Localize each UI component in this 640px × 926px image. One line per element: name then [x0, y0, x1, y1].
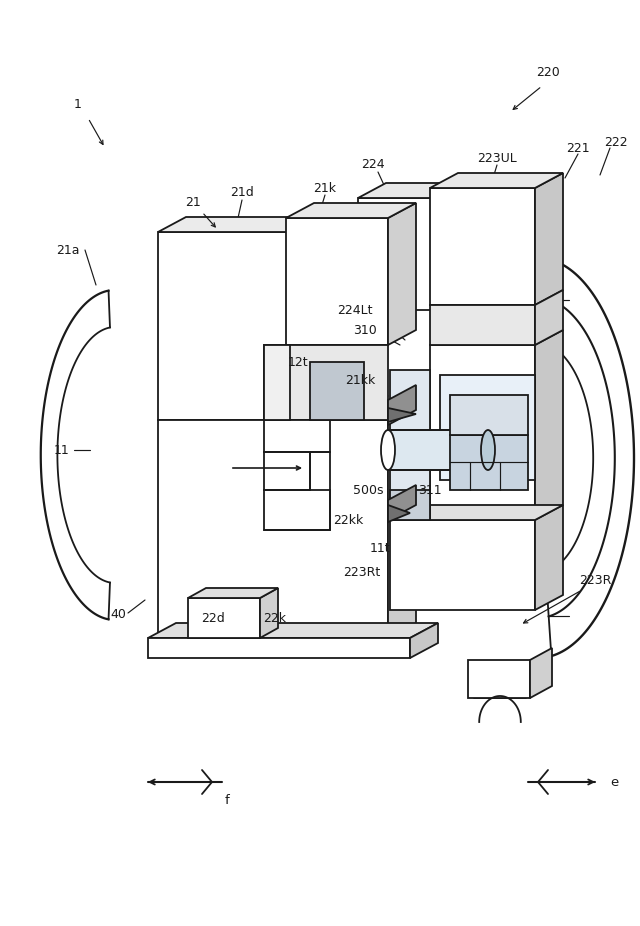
Text: 224: 224: [361, 158, 385, 171]
Polygon shape: [158, 420, 388, 638]
Polygon shape: [455, 183, 483, 310]
Text: 1: 1: [74, 98, 82, 111]
Polygon shape: [188, 588, 278, 598]
Polygon shape: [535, 505, 563, 610]
Polygon shape: [188, 598, 260, 638]
Polygon shape: [388, 408, 416, 422]
Ellipse shape: [481, 430, 495, 470]
Polygon shape: [310, 362, 364, 420]
Text: 12t: 12t: [288, 356, 308, 369]
Polygon shape: [390, 505, 563, 520]
Polygon shape: [158, 217, 358, 232]
Text: 221: 221: [566, 142, 590, 155]
Text: 223UL: 223UL: [477, 152, 517, 165]
Polygon shape: [450, 435, 528, 490]
Polygon shape: [388, 505, 410, 522]
Text: 223Rt: 223Rt: [344, 566, 381, 579]
Polygon shape: [390, 370, 430, 520]
Text: 22kk: 22kk: [333, 514, 363, 527]
Text: 22d: 22d: [201, 611, 225, 624]
Polygon shape: [286, 203, 416, 218]
Polygon shape: [440, 375, 535, 480]
Polygon shape: [388, 430, 488, 470]
Polygon shape: [530, 648, 552, 698]
Polygon shape: [535, 330, 563, 520]
Polygon shape: [286, 218, 388, 345]
Text: 21a: 21a: [56, 244, 80, 257]
Polygon shape: [390, 520, 535, 610]
Polygon shape: [388, 203, 416, 345]
Polygon shape: [535, 290, 563, 345]
Text: 500s: 500s: [353, 483, 383, 496]
Text: 310: 310: [353, 323, 377, 336]
Polygon shape: [450, 395, 528, 435]
Text: 223R: 223R: [579, 573, 611, 586]
Polygon shape: [430, 345, 535, 520]
Text: 11: 11: [54, 444, 70, 457]
Polygon shape: [264, 345, 388, 420]
Text: 224Lt: 224Lt: [337, 304, 372, 317]
Polygon shape: [330, 217, 358, 420]
Text: 220: 220: [536, 66, 560, 79]
Polygon shape: [260, 588, 278, 638]
Polygon shape: [388, 405, 416, 638]
Text: 22k: 22k: [264, 611, 287, 624]
Polygon shape: [410, 623, 438, 658]
Polygon shape: [264, 420, 330, 452]
Text: 21d: 21d: [230, 186, 254, 199]
Text: 222: 222: [604, 136, 628, 149]
Polygon shape: [468, 660, 530, 698]
Text: 21: 21: [185, 195, 201, 208]
Polygon shape: [388, 385, 416, 425]
Ellipse shape: [381, 430, 395, 470]
Polygon shape: [430, 173, 563, 188]
Polygon shape: [148, 623, 438, 638]
Text: 40: 40: [110, 608, 126, 621]
Text: 11t: 11t: [370, 542, 390, 555]
Text: 21k: 21k: [314, 181, 337, 194]
Text: e: e: [610, 775, 618, 789]
Polygon shape: [430, 188, 535, 305]
Polygon shape: [388, 485, 416, 520]
Polygon shape: [264, 490, 330, 530]
Polygon shape: [358, 183, 483, 198]
Text: 311: 311: [418, 483, 442, 496]
Polygon shape: [535, 173, 563, 305]
Polygon shape: [148, 638, 410, 658]
Text: 21kk: 21kk: [345, 373, 375, 386]
Polygon shape: [390, 490, 430, 520]
Polygon shape: [158, 232, 330, 420]
Polygon shape: [358, 198, 455, 310]
Polygon shape: [264, 345, 290, 420]
Polygon shape: [430, 305, 535, 345]
Polygon shape: [264, 452, 310, 490]
Text: f: f: [225, 794, 230, 807]
